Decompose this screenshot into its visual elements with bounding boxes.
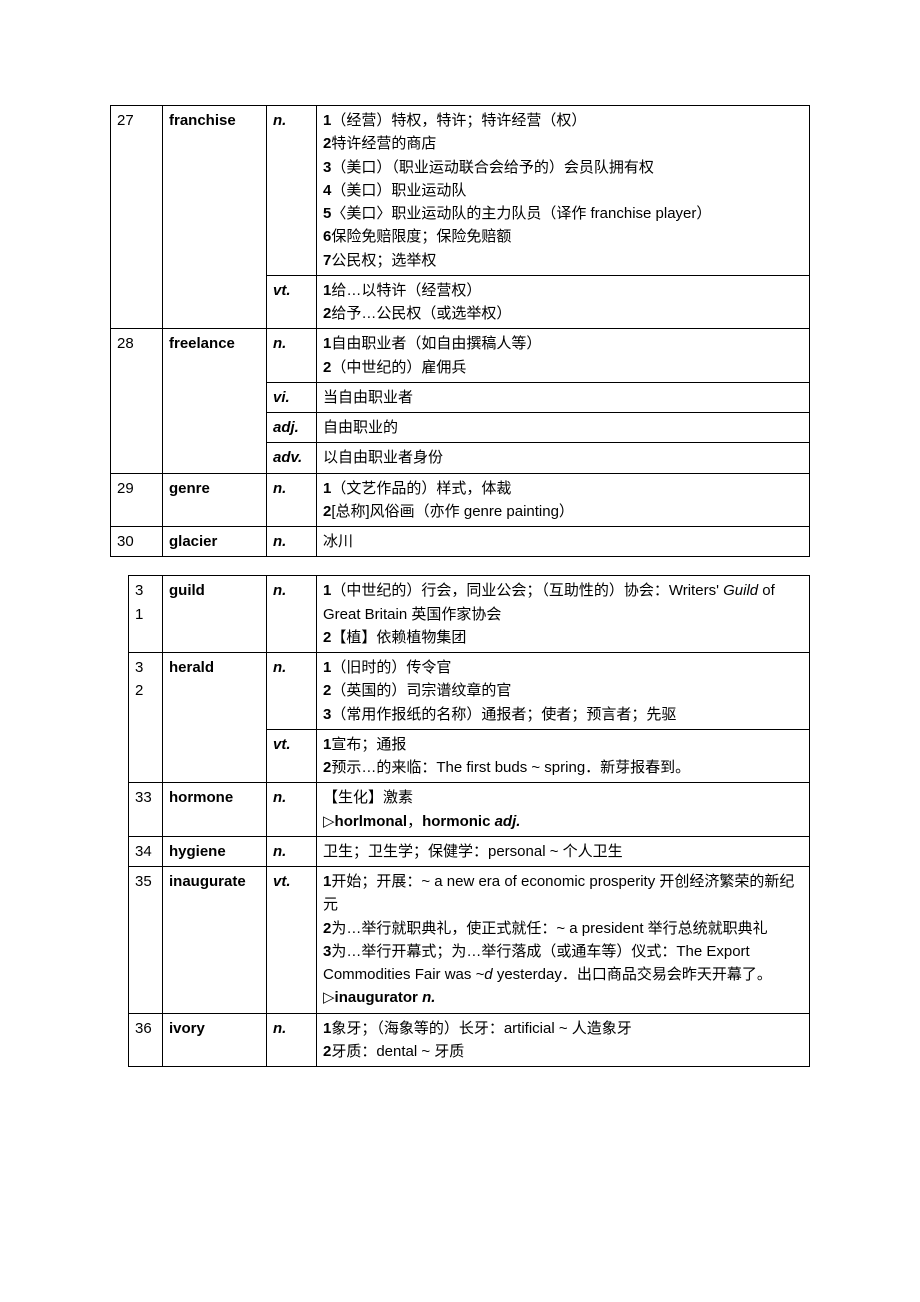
table-row: 33hormonen.【生化】激素▷horlmonal，hormonic adj… [129, 783, 810, 837]
entry-definition: 自由职业的 [317, 413, 810, 443]
entry-word: inaugurate [163, 867, 267, 1014]
entry-pos: vi. [267, 382, 317, 412]
entry-definition: 当自由职业者 [317, 382, 810, 412]
entry-definition: 1自由职业者（如自由撰稿人等）2（中世纪的）雇佣兵 [317, 329, 810, 383]
entry-pos: adv. [267, 443, 317, 473]
entry-definition: 卫生；卫生学；保健学：personal ~ 个人卫生 [317, 836, 810, 866]
table-row: 32heraldn.1（旧时的）传令官2（英国的）司宗谱纹章的官3（常用作报纸的… [129, 653, 810, 730]
entry-number: 34 [129, 836, 163, 866]
entry-number: 36 [129, 1013, 163, 1067]
entry-definition: 1宣布；通报2预示…的来临：The first buds ~ spring．新芽… [317, 729, 810, 783]
entry-word: hygiene [163, 836, 267, 866]
table-row: 35inauguratevt.1开始；开展：~ a new era of eco… [129, 867, 810, 1014]
entry-number: 33 [129, 783, 163, 837]
entry-pos: n. [267, 473, 317, 527]
entry-number: 32 [129, 653, 163, 783]
entry-word: franchise [163, 106, 267, 329]
entry-pos: n. [267, 653, 317, 730]
entry-definition: 1给…以特许（经营权）2给予…公民权（或选举权） [317, 275, 810, 329]
table-row: 29genren.1（文艺作品的）样式，体裁2[总称]风俗画（亦作 genre … [111, 473, 810, 527]
entry-pos: n. [267, 527, 317, 557]
entry-word: hormone [163, 783, 267, 837]
table-row: 31guildn.1（中世纪的）行会，同业公会；（互助性的）协会：Writers… [129, 576, 810, 653]
entry-number: 29 [111, 473, 163, 527]
entry-word: herald [163, 653, 267, 783]
vocab-table-2: 31guildn.1（中世纪的）行会，同业公会；（互助性的）协会：Writers… [128, 575, 810, 1067]
entry-definition: 1（中世纪的）行会，同业公会；（互助性的）协会：Writers' Guild o… [317, 576, 810, 653]
entry-pos: n. [267, 576, 317, 653]
table-row: 36ivoryn.1象牙；（海象等的）长牙：artificial ~ 人造象牙2… [129, 1013, 810, 1067]
entry-pos: vt. [267, 867, 317, 1014]
entry-pos: vt. [267, 275, 317, 329]
entry-definition: 1象牙；（海象等的）长牙：artificial ~ 人造象牙2牙质：dental… [317, 1013, 810, 1067]
table-row: 28freelancen.1自由职业者（如自由撰稿人等）2（中世纪的）雇佣兵 [111, 329, 810, 383]
entry-number: 28 [111, 329, 163, 473]
entry-definition: 1（经营）特权，特许；特许经营（权）2特许经营的商店3（美口）（职业运动联合会给… [317, 106, 810, 276]
entry-pos: n. [267, 783, 317, 837]
entry-definition: 1（旧时的）传令官2（英国的）司宗谱纹章的官3（常用作报纸的名称）通报者；使者；… [317, 653, 810, 730]
entry-pos: vt. [267, 729, 317, 783]
entry-pos: adj. [267, 413, 317, 443]
entry-definition: 1（文艺作品的）样式，体裁2[总称]风俗画（亦作 genre painting） [317, 473, 810, 527]
table-row: 34hygienen.卫生；卫生学；保健学：personal ~ 个人卫生 [129, 836, 810, 866]
entry-word: ivory [163, 1013, 267, 1067]
entry-number: 27 [111, 106, 163, 329]
entry-pos: n. [267, 106, 317, 276]
entry-word: glacier [163, 527, 267, 557]
entry-number: 30 [111, 527, 163, 557]
entry-number: 35 [129, 867, 163, 1014]
entry-pos: n. [267, 836, 317, 866]
page: 27franchisen.1（经营）特权，特许；特许经营（权）2特许经营的商店3… [0, 0, 920, 1302]
entry-pos: n. [267, 1013, 317, 1067]
entry-word: guild [163, 576, 267, 653]
vocab-table-1: 27franchisen.1（经营）特权，特许；特许经营（权）2特许经营的商店3… [110, 105, 810, 557]
entry-word: genre [163, 473, 267, 527]
table-row: 30glaciern.冰川 [111, 527, 810, 557]
entry-definition: 以自由职业者身份 [317, 443, 810, 473]
entry-definition: 1开始；开展：~ a new era of economic prosperit… [317, 867, 810, 1014]
entry-definition: 【生化】激素▷horlmonal，hormonic adj. [317, 783, 810, 837]
entry-definition: 冰川 [317, 527, 810, 557]
entry-pos: n. [267, 329, 317, 383]
entry-word: freelance [163, 329, 267, 473]
entry-number: 31 [129, 576, 163, 653]
table-row: 27franchisen.1（经营）特权，特许；特许经营（权）2特许经营的商店3… [111, 106, 810, 276]
